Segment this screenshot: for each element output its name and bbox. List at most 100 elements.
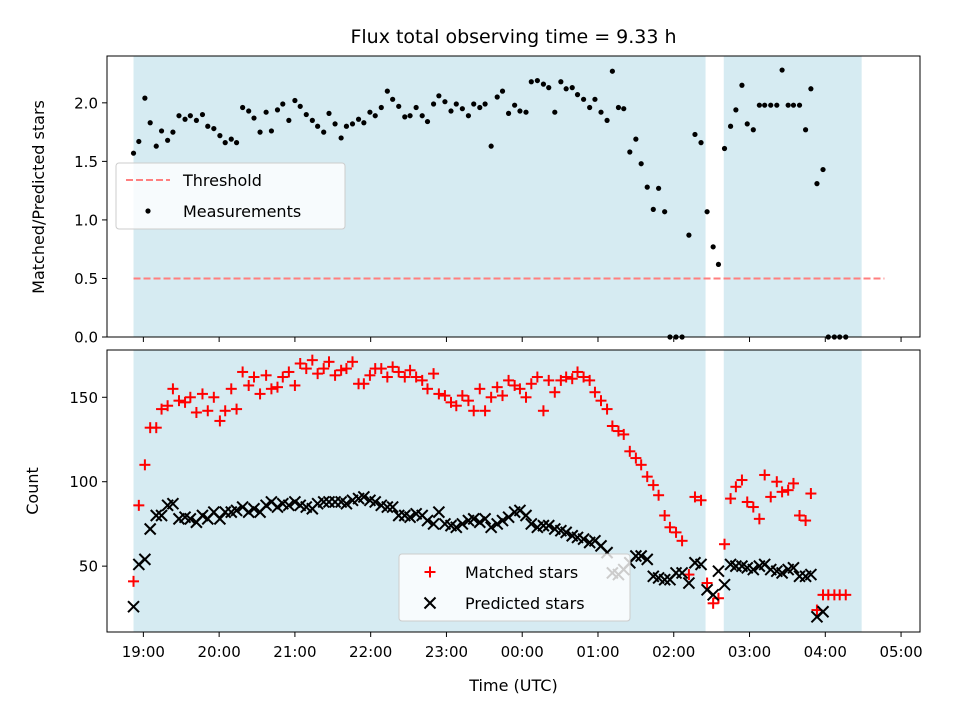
matched-star-point — [179, 396, 191, 408]
measurement-point — [499, 88, 506, 94]
predicted-star-point — [629, 549, 643, 563]
predicted-star-point — [478, 512, 492, 526]
matched-star-point — [719, 538, 731, 550]
measurement-point — [552, 109, 558, 115]
measurement-point — [662, 209, 668, 215]
measurement-point — [246, 108, 252, 114]
predicted-star-point — [403, 510, 417, 524]
measurement-point — [407, 113, 413, 119]
measurement-point — [721, 145, 728, 152]
measurement-point — [332, 121, 338, 127]
measurement-point — [147, 120, 153, 126]
matched-star-point — [329, 369, 341, 381]
matched-star-point — [318, 363, 330, 375]
measurement-point — [785, 102, 791, 108]
measurement-point — [488, 143, 494, 149]
measurement-point — [644, 184, 650, 190]
x-tick-label: 01:00 — [576, 643, 619, 661]
x-tick-label: 04:00 — [804, 643, 847, 661]
measurement-point — [633, 136, 639, 142]
matched-star-point — [741, 496, 753, 508]
matched-star-point — [641, 471, 653, 483]
matched-star-point — [560, 371, 572, 383]
predicted-star-point — [340, 497, 353, 510]
matched-star-point — [346, 356, 358, 368]
matched-star-point — [736, 474, 748, 486]
top-axes: 0.0 0.5 1.0 1.5 2.0 — [74, 55, 921, 347]
matched-star-point — [584, 374, 596, 386]
matched-star-point — [514, 383, 526, 395]
measurement-point — [762, 102, 768, 108]
matched-star-point — [265, 383, 277, 395]
legend-measurement-swatch — [145, 208, 151, 214]
predicted-star-point — [213, 512, 227, 526]
matched-star-point — [497, 390, 509, 402]
matched-star-point — [306, 354, 318, 366]
matched-star-point — [479, 405, 491, 417]
predicted-star-point — [166, 497, 180, 510]
legend-measurements-label: Measurements — [183, 202, 301, 221]
matched-star-point — [428, 368, 440, 380]
measurement-point — [750, 127, 756, 133]
measurement-point — [193, 117, 200, 123]
bottom-axes: 19:00 20:00 21:00 22:00 23:00 00:00 01:00 02:00… — [69, 349, 923, 661]
matched-star-point — [340, 363, 352, 375]
measurement-point — [574, 92, 581, 98]
top-legend-frame — [115, 162, 346, 230]
predicted-star-point — [634, 549, 648, 563]
matched-star-point — [683, 569, 695, 581]
predicted-star-point — [712, 565, 725, 578]
measurement-point — [170, 129, 176, 135]
measurement-point — [482, 101, 488, 107]
measurement-point — [321, 129, 327, 135]
measurement-point — [471, 101, 477, 107]
predicted-star-point — [184, 512, 197, 526]
legend-threshold-label: Threshold — [182, 171, 262, 190]
measurement-point — [756, 102, 762, 108]
predicted-star-point — [775, 566, 789, 580]
measurement-point — [326, 110, 332, 116]
measurement-point — [263, 109, 269, 115]
matched-star-point — [485, 391, 497, 403]
matched-star-point — [173, 395, 185, 407]
matched-star-point — [618, 428, 630, 440]
matched-star-point — [503, 374, 515, 386]
bottom-y-axis-label: Count — [23, 467, 42, 515]
matched-star-point — [707, 597, 719, 609]
measurement-point — [494, 94, 500, 100]
matched-star-point — [525, 378, 537, 390]
matched-star-point — [659, 509, 671, 521]
x-tick-label: 19:00 — [122, 643, 165, 661]
matched-star-point — [404, 364, 416, 376]
legend-predicted-label: Predicted stars — [465, 594, 585, 613]
matched-star-point — [184, 391, 196, 403]
matched-star-point — [765, 491, 777, 503]
matched-star-point — [771, 476, 783, 488]
measurement-point — [182, 116, 188, 122]
matched-star-point — [202, 405, 214, 417]
measurement-point — [733, 107, 739, 113]
matched-star-point — [653, 489, 665, 501]
measurement-point — [727, 123, 734, 129]
predicted-star-point — [559, 526, 573, 539]
measurement-point — [176, 113, 182, 119]
measurement-point — [384, 88, 390, 94]
measurement-point — [315, 123, 321, 129]
measurement-point — [459, 106, 465, 112]
matched-star-point — [243, 379, 255, 391]
measurement-point — [187, 113, 193, 119]
predicted-star-point — [282, 499, 296, 512]
measurement-point — [396, 103, 402, 109]
matched-star-point — [422, 383, 434, 395]
measurement-point — [257, 129, 263, 135]
matched-star-point — [725, 493, 737, 505]
matched-star-point — [133, 499, 145, 511]
matched-star-point — [196, 388, 208, 400]
measurement-point — [790, 102, 797, 108]
count-points — [127, 354, 852, 624]
measurement-point — [744, 121, 750, 127]
matched-star-point — [712, 592, 724, 604]
measurement-point — [268, 128, 275, 134]
matched-star-point — [794, 509, 806, 521]
measurement-point — [820, 166, 826, 173]
